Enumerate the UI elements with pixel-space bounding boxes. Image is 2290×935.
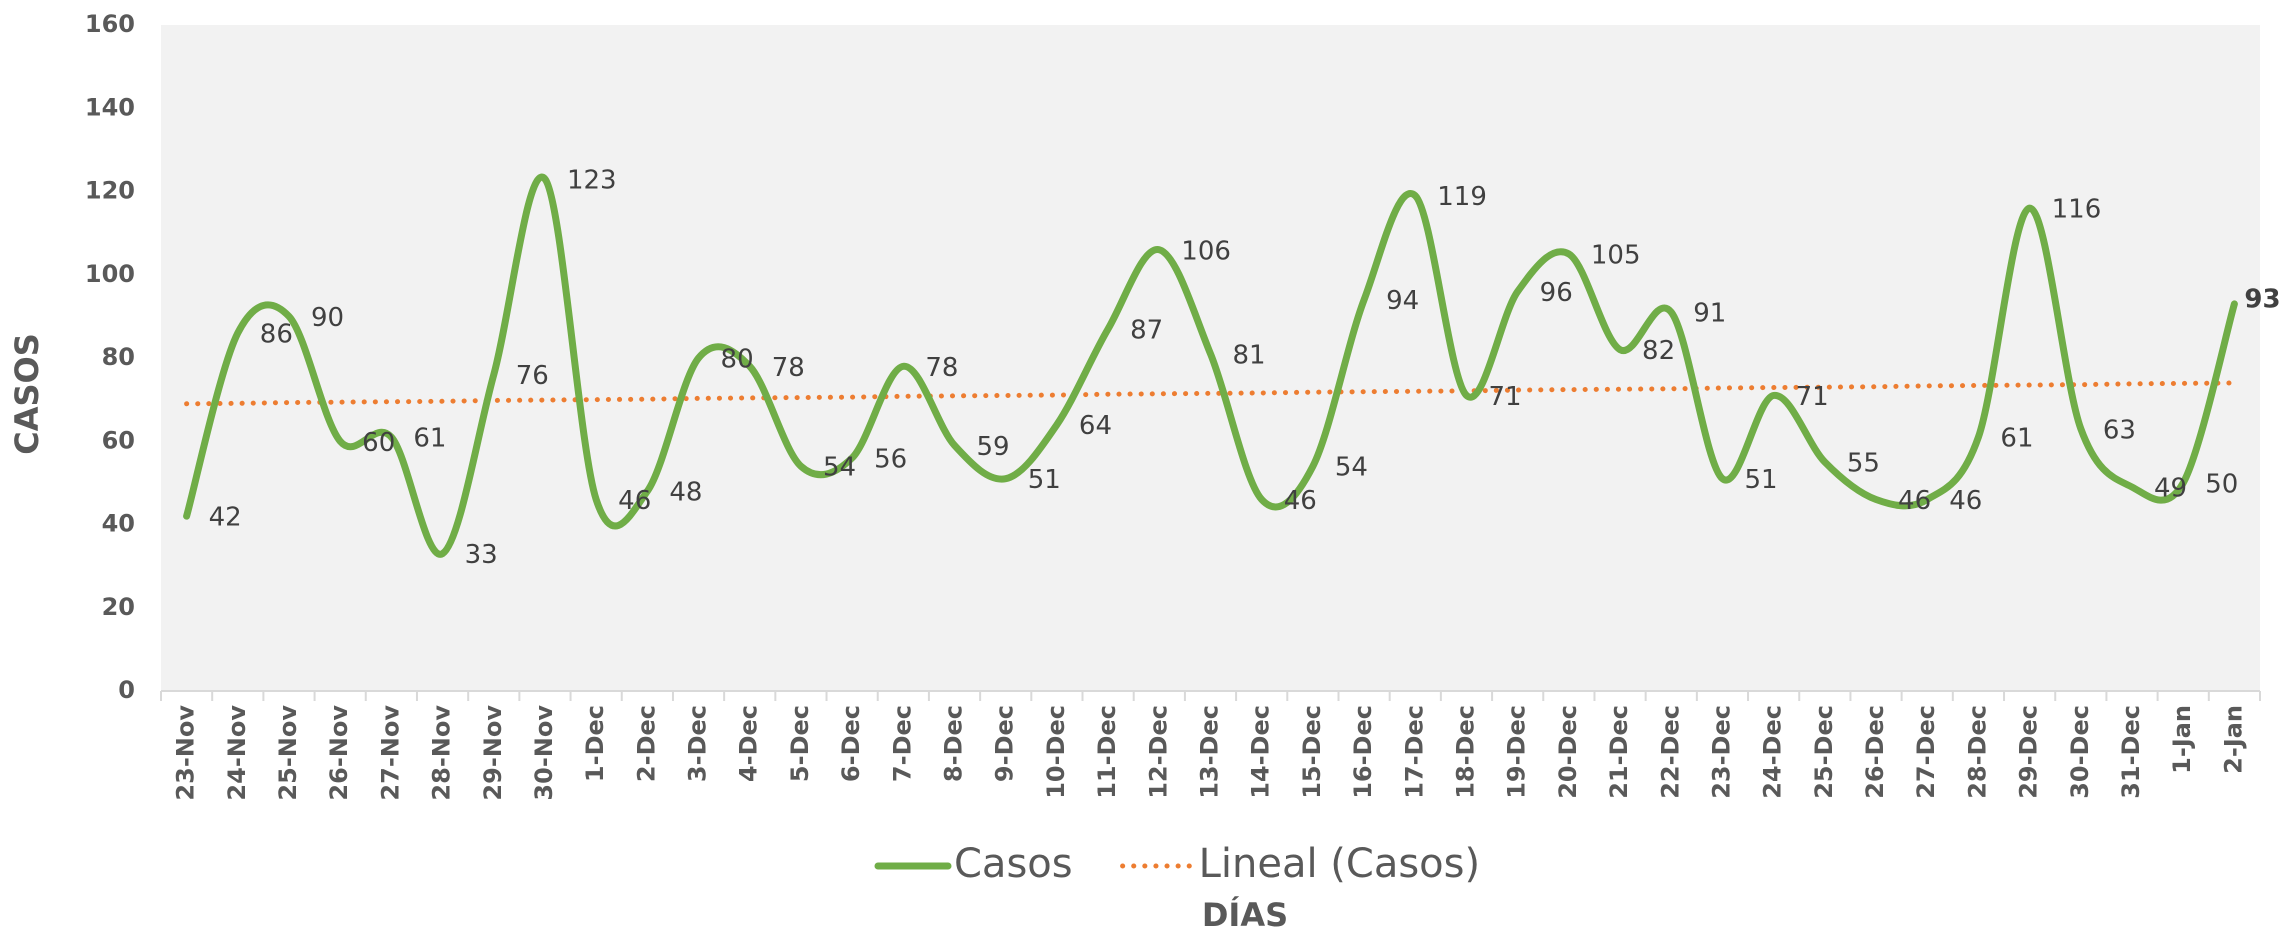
y-tick-label: 160 <box>85 10 135 38</box>
legend-label: Lineal (Casos) <box>1199 841 1481 887</box>
x-tick-label: 2-Dec <box>632 705 660 782</box>
x-tick-label: 28-Dec <box>1963 705 1991 799</box>
x-tick-label: 3-Dec <box>684 705 712 782</box>
x-tick-label: 26-Dec <box>1861 705 1889 799</box>
data-label: 49 <box>2154 474 2187 504</box>
x-tick-label: 25-Nov <box>274 705 302 801</box>
x-tick-label: 1-Dec <box>581 705 609 782</box>
data-label: 42 <box>209 503 242 533</box>
x-tick-label: 21-Dec <box>1605 705 1633 799</box>
x-tick-label: 30-Dec <box>2066 705 2094 799</box>
data-label: 54 <box>823 453 856 483</box>
data-label: 56 <box>874 444 907 474</box>
data-label: 61 <box>413 424 446 454</box>
data-label: 116 <box>2052 195 2102 225</box>
data-label: 91 <box>1693 299 1726 329</box>
x-axis-title: DÍAS <box>1202 896 1288 934</box>
data-label: 71 <box>1488 382 1521 412</box>
data-label: 80 <box>721 345 754 375</box>
data-label: 59 <box>977 432 1010 462</box>
x-tick-label: 25-Dec <box>1810 705 1838 799</box>
data-label: 94 <box>1386 286 1419 316</box>
x-tick-label: 27-Dec <box>1912 705 1940 799</box>
x-tick-label: 23-Dec <box>1707 705 1735 799</box>
x-tick-label: 23-Nov <box>172 705 200 801</box>
x-tick-label: 27-Nov <box>376 705 404 801</box>
x-tick-label: 29-Nov <box>479 705 507 801</box>
x-tick-label: 17-Dec <box>1400 705 1428 799</box>
data-label: 76 <box>516 361 549 391</box>
x-tick-label: 26-Nov <box>325 705 353 801</box>
x-tick-label: 29-Dec <box>2015 705 2043 799</box>
x-tick-label: 31-Dec <box>2117 705 2145 799</box>
data-label: 60 <box>362 428 395 458</box>
x-tick-label: 19-Dec <box>1503 705 1531 799</box>
x-tick-label: 24-Dec <box>1759 705 1787 799</box>
line <box>183 173 2238 558</box>
data-label: 61 <box>2000 424 2033 454</box>
y-tick-label: 120 <box>85 177 135 205</box>
data-label: 33 <box>465 540 498 570</box>
x-tick-label: 8-Dec <box>940 705 968 782</box>
data-label: 55 <box>1847 449 1880 479</box>
data-label: 71 <box>1796 382 1829 412</box>
x-tick-label: 1-Jan <box>2168 705 2196 774</box>
data-label: 105 <box>1591 240 1641 270</box>
x-tick-label: 18-Dec <box>1451 705 1479 799</box>
data-label: 54 <box>1335 453 1368 483</box>
y-axis-title: CASOS <box>8 333 46 455</box>
y-tick-label: 40 <box>102 510 135 538</box>
x-tick-label: 14-Dec <box>1247 705 1275 799</box>
x-tick-label: 9-Dec <box>991 705 1019 782</box>
x-tick-label: 16-Dec <box>1349 705 1377 799</box>
data-label: 87 <box>1130 315 1163 345</box>
data-label: 51 <box>1028 465 1061 495</box>
y-tick-label: 80 <box>102 343 135 371</box>
x-tick-label: 30-Nov <box>530 705 558 801</box>
x-tick-label: 24-Nov <box>223 705 251 801</box>
data-label: 119 <box>1437 182 1487 212</box>
data-label: 93 <box>2244 284 2280 314</box>
x-tick-label: 4-Dec <box>735 705 763 782</box>
x-tick-label: 5-Dec <box>786 705 814 782</box>
data-label: 46 <box>1898 486 1931 516</box>
x-tick-label: 13-Dec <box>1196 705 1224 799</box>
data-label: 96 <box>1540 278 1573 308</box>
x-tick-label: 11-Dec <box>1093 705 1121 799</box>
x-tick-label: 7-Dec <box>888 705 916 782</box>
legend-label: Casos <box>954 841 1073 887</box>
data-label: 106 <box>1181 236 1231 266</box>
x-tick-label: 20-Dec <box>1554 705 1582 799</box>
y-tick-label: 0 <box>118 676 135 704</box>
data-label: 48 <box>669 478 702 508</box>
data-label: 82 <box>1642 336 1675 366</box>
y-tick-label: 100 <box>85 260 135 288</box>
data-label: 90 <box>311 303 344 333</box>
y-tick-label: 20 <box>102 593 135 621</box>
x-tick-label: 22-Dec <box>1656 705 1684 799</box>
data-label: 78 <box>772 353 805 383</box>
data-label: 46 <box>1284 486 1317 516</box>
data-label: 78 <box>925 353 958 383</box>
x-tick-label: 2-Jan <box>2219 705 2247 774</box>
data-label: 123 <box>567 166 617 196</box>
data-label: 46 <box>1949 486 1982 516</box>
x-tick-label: 28-Nov <box>428 705 456 801</box>
x-tick-label: 10-Dec <box>1042 705 1070 799</box>
x-tick-label: 6-Dec <box>837 705 865 782</box>
data-label: 46 <box>618 486 651 516</box>
data-label: 86 <box>260 320 293 350</box>
data-label: 81 <box>1233 340 1266 370</box>
data-label: 63 <box>2103 415 2136 445</box>
x-tick-label: 15-Dec <box>1298 705 1326 799</box>
data-label: 51 <box>1744 465 1777 495</box>
y-tick-label: 60 <box>102 426 135 454</box>
data-label: 50 <box>2205 469 2238 499</box>
x-tick-label: 12-Dec <box>1144 705 1172 799</box>
y-tick-label: 140 <box>85 93 135 121</box>
data-label: 64 <box>1079 411 1112 441</box>
